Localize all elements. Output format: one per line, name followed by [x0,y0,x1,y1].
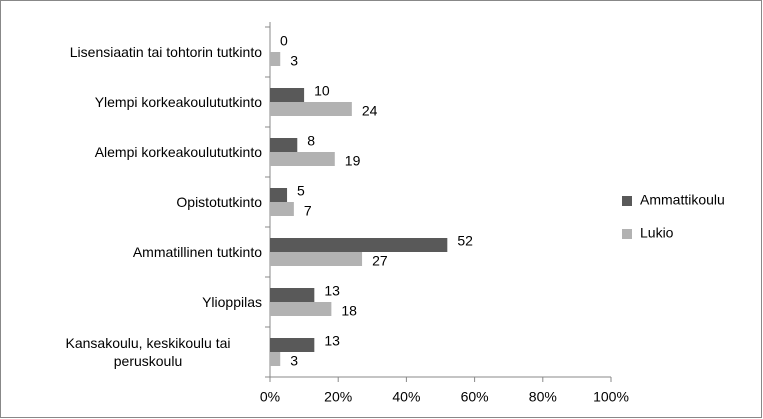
legend-label: Ammattikoulu [640,192,725,208]
data-label: 3 [290,53,298,69]
bar [270,138,298,152]
y-tick-label: Alempi korkeakoulututkinto [94,144,262,160]
x-tick-label: 60% [461,389,489,405]
data-label: 10 [314,83,330,99]
data-label: 24 [362,103,378,119]
bar [270,238,448,252]
data-label: 0 [280,33,288,49]
y-tick-label: Opistotutkinto [176,194,262,210]
bar [270,152,335,166]
y-tick-label: Ylempi korkeakoulututkinto [94,94,262,110]
data-label: 27 [372,253,388,269]
data-label: 8 [307,133,315,149]
bar [270,52,281,66]
bar [270,338,315,352]
y-tick-label: Ammatillinen tutkinto [132,244,262,260]
data-label: 13 [324,283,340,299]
data-label: 13 [324,333,340,349]
bar [270,302,332,316]
data-label: 18 [341,303,357,319]
bar [270,252,363,266]
data-label: 19 [345,153,361,169]
bar [270,288,315,302]
y-tick-label: Lisensiaatin tai tohtorin tutkinto [69,44,262,60]
data-label: 52 [457,233,473,249]
x-tick-label: 100% [593,389,629,405]
y-tick-label: Kansakoulu, keskikoulu tai peruskoulu [65,335,231,369]
bar [270,352,281,366]
legend-label: Lukio [640,225,674,241]
y-tick-label: Ylioppilas [202,294,262,310]
bar [270,88,305,102]
data-label: 3 [290,353,298,369]
x-tick-label: 40% [392,389,420,405]
x-tick-label: 0% [260,389,280,405]
x-tick-label: 20% [324,389,352,405]
data-label: 7 [304,203,312,219]
legend-swatch [622,196,632,206]
x-tick-label: 80% [529,389,557,405]
data-label: 5 [297,183,305,199]
bar [270,102,352,116]
bar [270,188,288,202]
bar [270,202,294,216]
legend-swatch [622,229,632,239]
